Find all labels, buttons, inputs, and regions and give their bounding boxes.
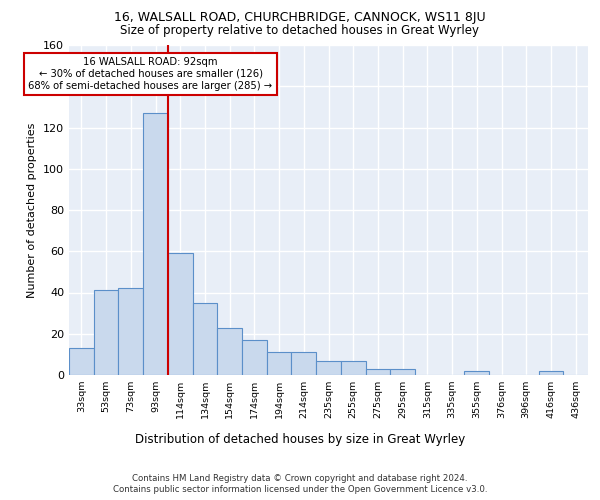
Bar xyxy=(94,290,118,375)
Text: 16, WALSALL ROAD, CHURCHBRIDGE, CANNOCK, WS11 8JU: 16, WALSALL ROAD, CHURCHBRIDGE, CANNOCK,… xyxy=(114,12,486,24)
Bar xyxy=(539,371,563,375)
Text: Distribution of detached houses by size in Great Wyrley: Distribution of detached houses by size … xyxy=(135,432,465,446)
Bar xyxy=(464,371,489,375)
Bar xyxy=(316,360,341,375)
Y-axis label: Number of detached properties: Number of detached properties xyxy=(28,122,37,298)
Bar xyxy=(193,303,217,375)
Bar xyxy=(168,254,193,375)
Bar xyxy=(242,340,267,375)
Bar xyxy=(341,360,365,375)
Text: Contains HM Land Registry data © Crown copyright and database right 2024.
Contai: Contains HM Land Registry data © Crown c… xyxy=(113,474,487,494)
Bar xyxy=(143,113,168,375)
Bar xyxy=(69,348,94,375)
Bar xyxy=(118,288,143,375)
Text: Size of property relative to detached houses in Great Wyrley: Size of property relative to detached ho… xyxy=(121,24,479,37)
Text: 16 WALSALL ROAD: 92sqm
← 30% of detached houses are smaller (126)
68% of semi-de: 16 WALSALL ROAD: 92sqm ← 30% of detached… xyxy=(28,58,272,90)
Bar xyxy=(292,352,316,375)
Bar xyxy=(365,369,390,375)
Bar xyxy=(390,369,415,375)
Bar xyxy=(267,352,292,375)
Bar xyxy=(217,328,242,375)
